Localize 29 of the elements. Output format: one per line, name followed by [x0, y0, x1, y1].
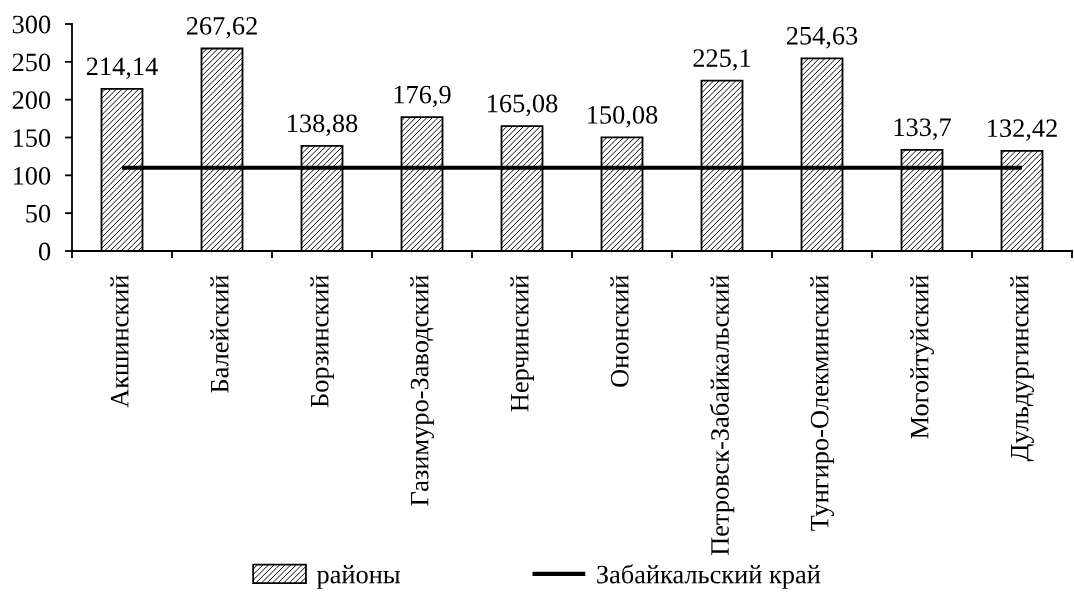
x-tick-label: Газимуро-Заводский: [410, 275, 434, 506]
y-tick-label: 100: [13, 166, 51, 185]
x-tick-label: Могойтуйский: [910, 275, 934, 439]
data-label: 254,63: [786, 26, 858, 49]
x-tick-label: Дульдургинский: [1010, 275, 1034, 462]
data-label: 176,9: [394, 85, 451, 108]
data-label: 132,42: [988, 119, 1057, 141]
x-tick-label: Борзинский: [310, 275, 334, 408]
x-tick-label: Акшинский: [110, 275, 129, 408]
y-tick-label: 200: [12, 91, 51, 110]
data-label: 267,62: [186, 17, 257, 39]
y-tick-label: 150: [13, 129, 51, 147]
data-label: 214,14: [86, 57, 158, 80]
data-label: 133,7: [894, 118, 951, 140]
data-label: 150,08: [588, 105, 658, 128]
x-tick-label: Ононский: [610, 275, 629, 387]
y-tick-label: 0: [38, 242, 51, 261]
x-tick-label: Балейский: [210, 275, 229, 393]
x-tick-label: Петровск-Забайкальский: [709, 275, 735, 556]
x-tick-label: Нерчинский: [510, 275, 534, 412]
y-tick-label: 250: [12, 53, 51, 72]
x-tick-label: Тунгиро-Олекминский: [810, 275, 834, 531]
y-tick-label: 300: [12, 15, 51, 34]
legend-label: районы: [316, 565, 400, 589]
data-label: 165,08: [488, 94, 558, 117]
y-tick-label: 50: [26, 204, 51, 223]
data-label: 225,1: [693, 49, 751, 71]
data-label: 138,88: [288, 114, 358, 137]
legend-label: Забайкальский край: [597, 564, 821, 589]
